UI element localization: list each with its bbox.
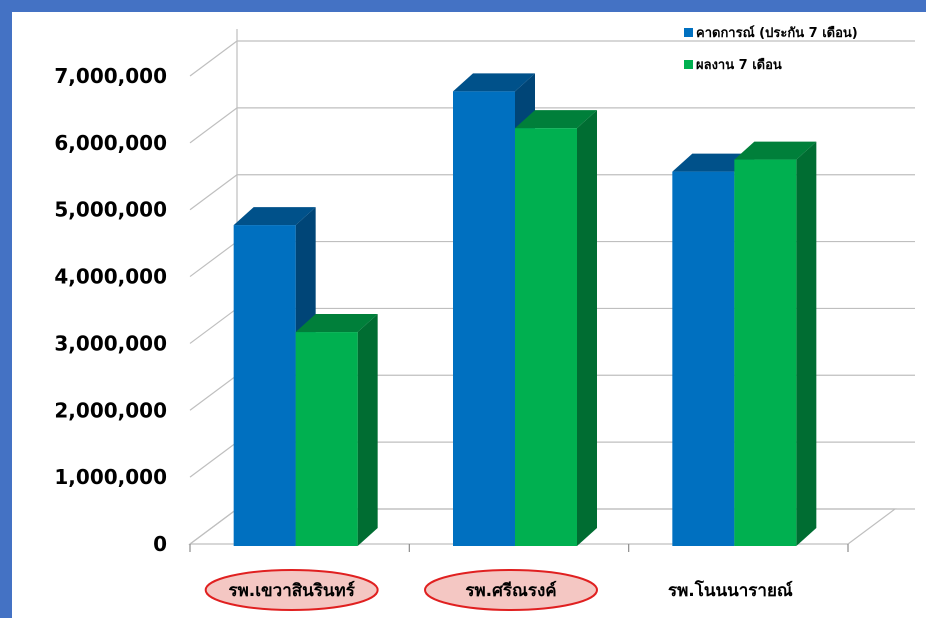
bar-chart: 0 1,000,000 2,000,000 3,000,000 4,000,000 5,0… xyxy=(54,25,915,611)
bar-side xyxy=(796,141,817,546)
y-tick-label: 0 xyxy=(153,532,167,556)
highlight-oval xyxy=(424,569,598,611)
y-tick-label: 6,000,000 xyxy=(54,131,167,155)
bar-side xyxy=(577,110,597,547)
bar xyxy=(734,141,817,546)
x-axis-label: รพ.ศรีณรงค์ xyxy=(465,580,556,601)
legend: คาดการณ์ (ประกัน 7 เดือน) ผลงาน 7 เดือน xyxy=(684,25,858,73)
highlight-oval xyxy=(204,569,379,611)
x-axis-label: รพ.เขวาสินรินทร์ xyxy=(228,580,355,601)
y-tick-label: 7,000,000 xyxy=(54,64,167,88)
y-tick-label: 1,000,000 xyxy=(54,465,167,489)
x-axis-label: รพ.โนนนารายณ์ xyxy=(668,580,793,601)
gridline-diagonal xyxy=(189,40,238,77)
bar-top xyxy=(295,314,378,333)
y-axis-ticks: 0 1,000,000 2,000,000 3,000,000 4,000,000 5,0… xyxy=(54,64,167,556)
bar xyxy=(295,314,378,546)
gridline-diagonal xyxy=(189,374,238,411)
chart-frame: 0 1,000,000 2,000,000 3,000,000 4,000,000 5,0… xyxy=(12,12,926,618)
y-tick-label: 5,000,000 xyxy=(54,198,167,222)
bar-top xyxy=(734,141,817,160)
gridline-diagonal xyxy=(189,307,238,344)
y-tick-label: 3,000,000 xyxy=(54,331,167,355)
bar-front xyxy=(233,225,296,547)
bar-top xyxy=(453,73,535,92)
gridline-diagonal xyxy=(189,107,238,144)
bar-top xyxy=(672,153,755,172)
bar-front xyxy=(295,332,358,546)
gridline-diagonal xyxy=(189,508,238,545)
bar-side xyxy=(357,314,378,546)
gridline-diagonal xyxy=(189,174,238,211)
legend-swatch xyxy=(684,60,693,69)
bar-front xyxy=(734,159,797,546)
gridline-diagonal xyxy=(189,241,238,278)
y-tick-label: 4,000,000 xyxy=(54,265,167,289)
bar xyxy=(515,110,597,547)
bars xyxy=(233,73,817,547)
legend-label: ผลงาน 7 เดือน xyxy=(696,57,782,73)
bar-top xyxy=(515,110,597,129)
legend-label: คาดการณ์ (ประกัน 7 เดือน) xyxy=(696,25,858,41)
bar-front xyxy=(515,128,577,546)
bar-front xyxy=(453,91,515,546)
legend-swatch xyxy=(684,28,693,37)
gridline-diagonal xyxy=(189,441,238,478)
bar-front xyxy=(672,171,735,546)
bar-top xyxy=(233,207,316,226)
y-tick-label: 2,000,000 xyxy=(54,398,167,422)
x-axis-labels: รพ.เขวาสินรินทร์ รพ.ศรีณรงค์ รพ.โนนนารายณ์ xyxy=(204,569,793,611)
